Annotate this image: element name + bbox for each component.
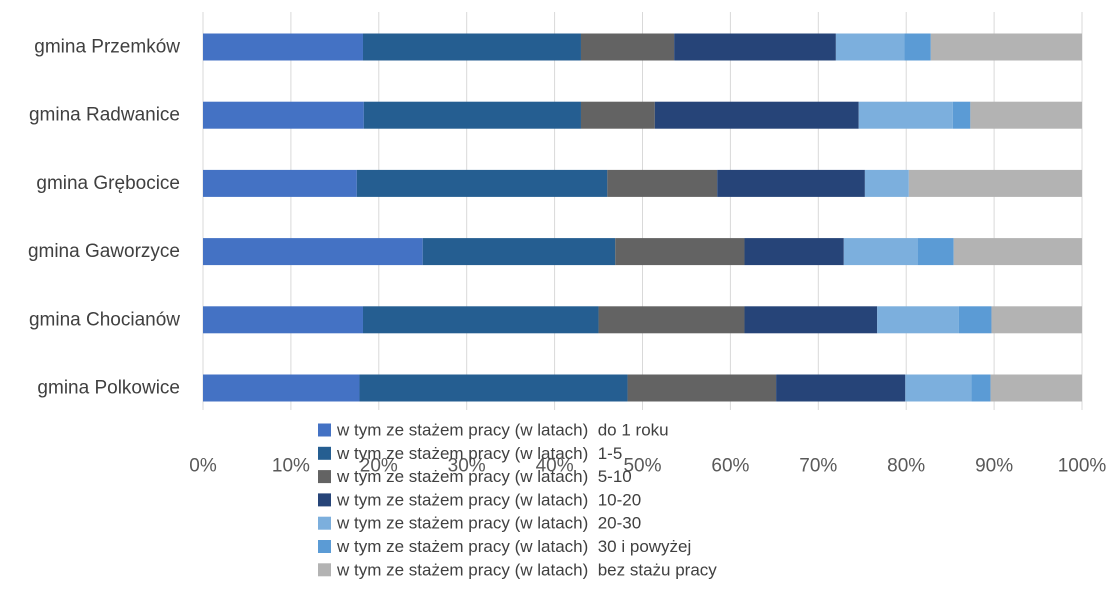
x-tick-label: 60% [711,456,749,477]
bar-segment [776,374,906,402]
x-tick-label: 70% [799,456,837,477]
bar-segment [203,238,423,266]
bar-segment [991,306,1082,334]
bar-segment [990,374,1082,402]
x-tick-label: 80% [887,456,925,477]
category-label: gmina Radwanice [29,105,180,126]
legend-item: w tym ze stażem pracy (w latach) 5-10 [318,467,632,486]
bar-segment [864,169,909,197]
x-tick-label: 20% [360,456,398,477]
bar-segment [717,169,865,197]
x-tick-label: 0% [189,456,217,477]
bar-segment [627,374,777,402]
bar-segment [362,33,581,61]
legend-swatch [318,516,331,530]
category-label: gmina Grębocice [36,173,180,194]
category-labels: gmina Przemków gmina Radwanice gmina Grębo… [28,37,180,399]
bar-segment [580,101,655,129]
bar-segment [203,33,363,61]
bar-segment [615,238,745,266]
legend-item: w tym ze stażem pracy (w latach) 1-5 [318,444,622,463]
bar-segment [744,306,878,334]
legend-label: w tym ze stażem pracy (w latach) 20-30 [336,514,641,533]
bar-segment [356,169,608,197]
legend-swatch [318,540,331,553]
legend-label: w tym ze stażem pracy (w latach) 5-10 [336,467,632,486]
x-axis-tick-labels: 0% 10% 20% 30% 40% 50% 60% 70% 80% 90% 100% [189,456,1106,477]
bar-segment [958,306,992,334]
bar-segment [654,101,859,129]
bar-segment [904,33,931,61]
bar-segment [953,238,1082,266]
bar-segment [674,33,836,61]
bar-segment [203,306,363,334]
legend-label: w tym ze stażem pracy (w latach) 10-20 [336,490,641,509]
legend-item: w tym ze stażem pracy (w latach) bez sta… [318,560,717,579]
x-tick-label: 10% [272,456,310,477]
legend-swatch [318,563,331,577]
legend-item: w tym ze stażem pracy (w latach) do 1 ro… [318,421,669,440]
x-tick-label: 50% [623,456,661,477]
category-label: gmina Przemków [34,37,180,58]
legend-swatch [318,470,331,484]
bar-segment [362,306,599,334]
bar-segment [744,238,844,266]
bar-segment [598,306,745,334]
category-label: gmina Gaworzyce [28,241,180,262]
bar-segment [203,101,364,129]
legend-item: w tym ze stażem pracy (w latach) 20-30 [318,514,641,533]
legend: w tym ze stażem pracy (w latach) do 1 ro… [318,421,717,579]
bar-segment [203,374,360,402]
bar-segment [877,306,959,334]
legend-item: w tym ze stażem pracy (w latach) 30 i po… [318,537,691,556]
category-label: gmina Chocianów [29,309,180,330]
legend-swatch [318,423,331,437]
legend-swatch [318,446,331,460]
x-tick-label: 90% [975,456,1013,477]
bar-segment [843,238,918,266]
bar-segment [858,101,953,129]
bar-segment [930,33,1082,61]
x-tick-label: 40% [536,456,574,477]
legend-item: w tym ze stażem pracy (w latach) 10-20 [318,490,641,509]
legend-label: w tym ze stażem pracy (w latach) 1-5 [336,444,622,463]
legend-label: w tym ze stażem pracy (w latach) bez sta… [336,560,717,579]
bar-segment [580,33,675,61]
bars [203,33,1082,402]
bar-segment [203,169,357,197]
bar-segment [422,238,616,266]
bar-segment [363,101,581,129]
bar-segment [359,374,628,402]
legend-swatch [318,493,331,507]
legend-label: w tym ze stażem pracy (w latach) do 1 ro… [336,421,669,440]
x-tick-label: 100% [1058,456,1107,477]
x-tick-label: 30% [448,456,486,477]
bar-segment [971,374,991,402]
category-label: gmina Polkowice [37,378,180,399]
gridlines [202,12,1083,410]
bar-segment [905,374,972,402]
bar-segment [908,169,1082,197]
bar-segment [970,101,1082,129]
bar-segment [835,33,905,61]
bar-segment [607,169,718,197]
bar-segment [917,238,954,266]
bar-segment [952,101,971,129]
legend-label: w tym ze stażem pracy (w latach) 30 i po… [336,537,691,556]
